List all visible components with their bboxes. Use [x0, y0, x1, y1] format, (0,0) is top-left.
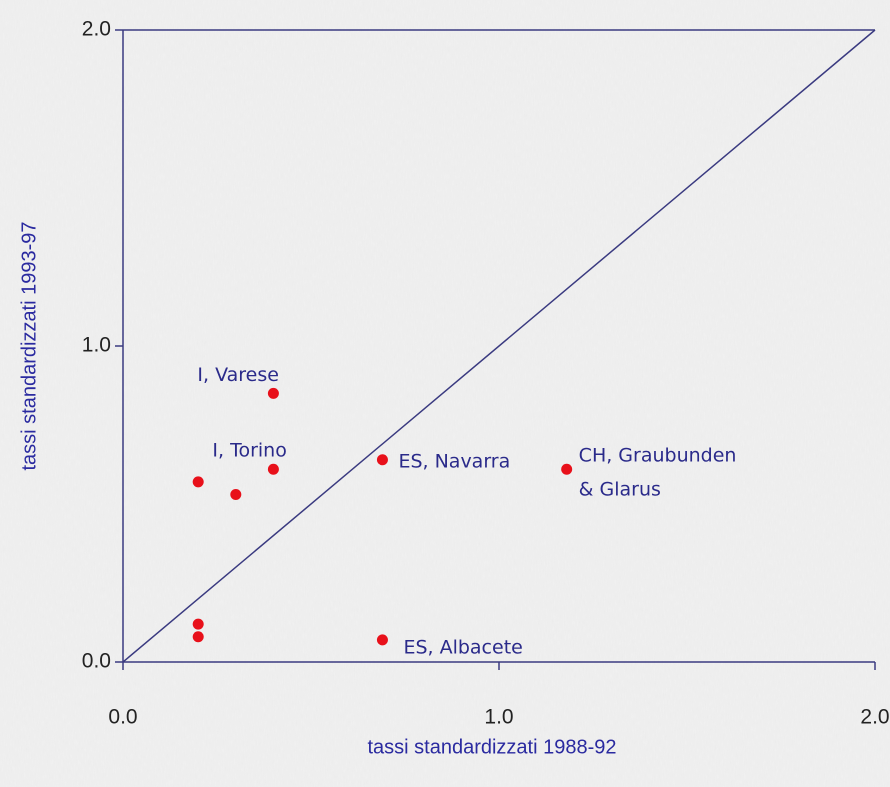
point-label: ES, Albacete — [403, 636, 522, 658]
point — [192, 618, 204, 630]
point — [267, 463, 279, 475]
x-axis-label: tassi standardizzati 1988-92 — [367, 736, 616, 758]
point — [192, 476, 204, 488]
y-tick-label: 2.0 — [82, 18, 111, 41]
point-label: I, Varese — [197, 364, 279, 386]
x-tick-label: 1.0 — [484, 706, 513, 729]
point — [561, 463, 573, 475]
point-label: & Glarus — [579, 479, 661, 501]
point-label: CH, Graubunden — [579, 445, 737, 467]
point — [267, 387, 279, 399]
point — [376, 634, 388, 646]
y-tick-label: 0.0 — [82, 650, 111, 673]
reference-line — [122, 29, 876, 663]
point — [376, 454, 388, 466]
point — [230, 489, 242, 501]
point — [192, 631, 204, 643]
y-tick-label: 1.0 — [82, 334, 111, 357]
y-axis-label: tassi standardizzati 1993-97 — [18, 221, 40, 470]
point-label: ES, Navarra — [398, 450, 510, 472]
point-label: I, Torino — [212, 440, 286, 462]
x-tick-label: 2.0 — [860, 706, 889, 729]
x-tick-label: 0.0 — [108, 706, 137, 729]
